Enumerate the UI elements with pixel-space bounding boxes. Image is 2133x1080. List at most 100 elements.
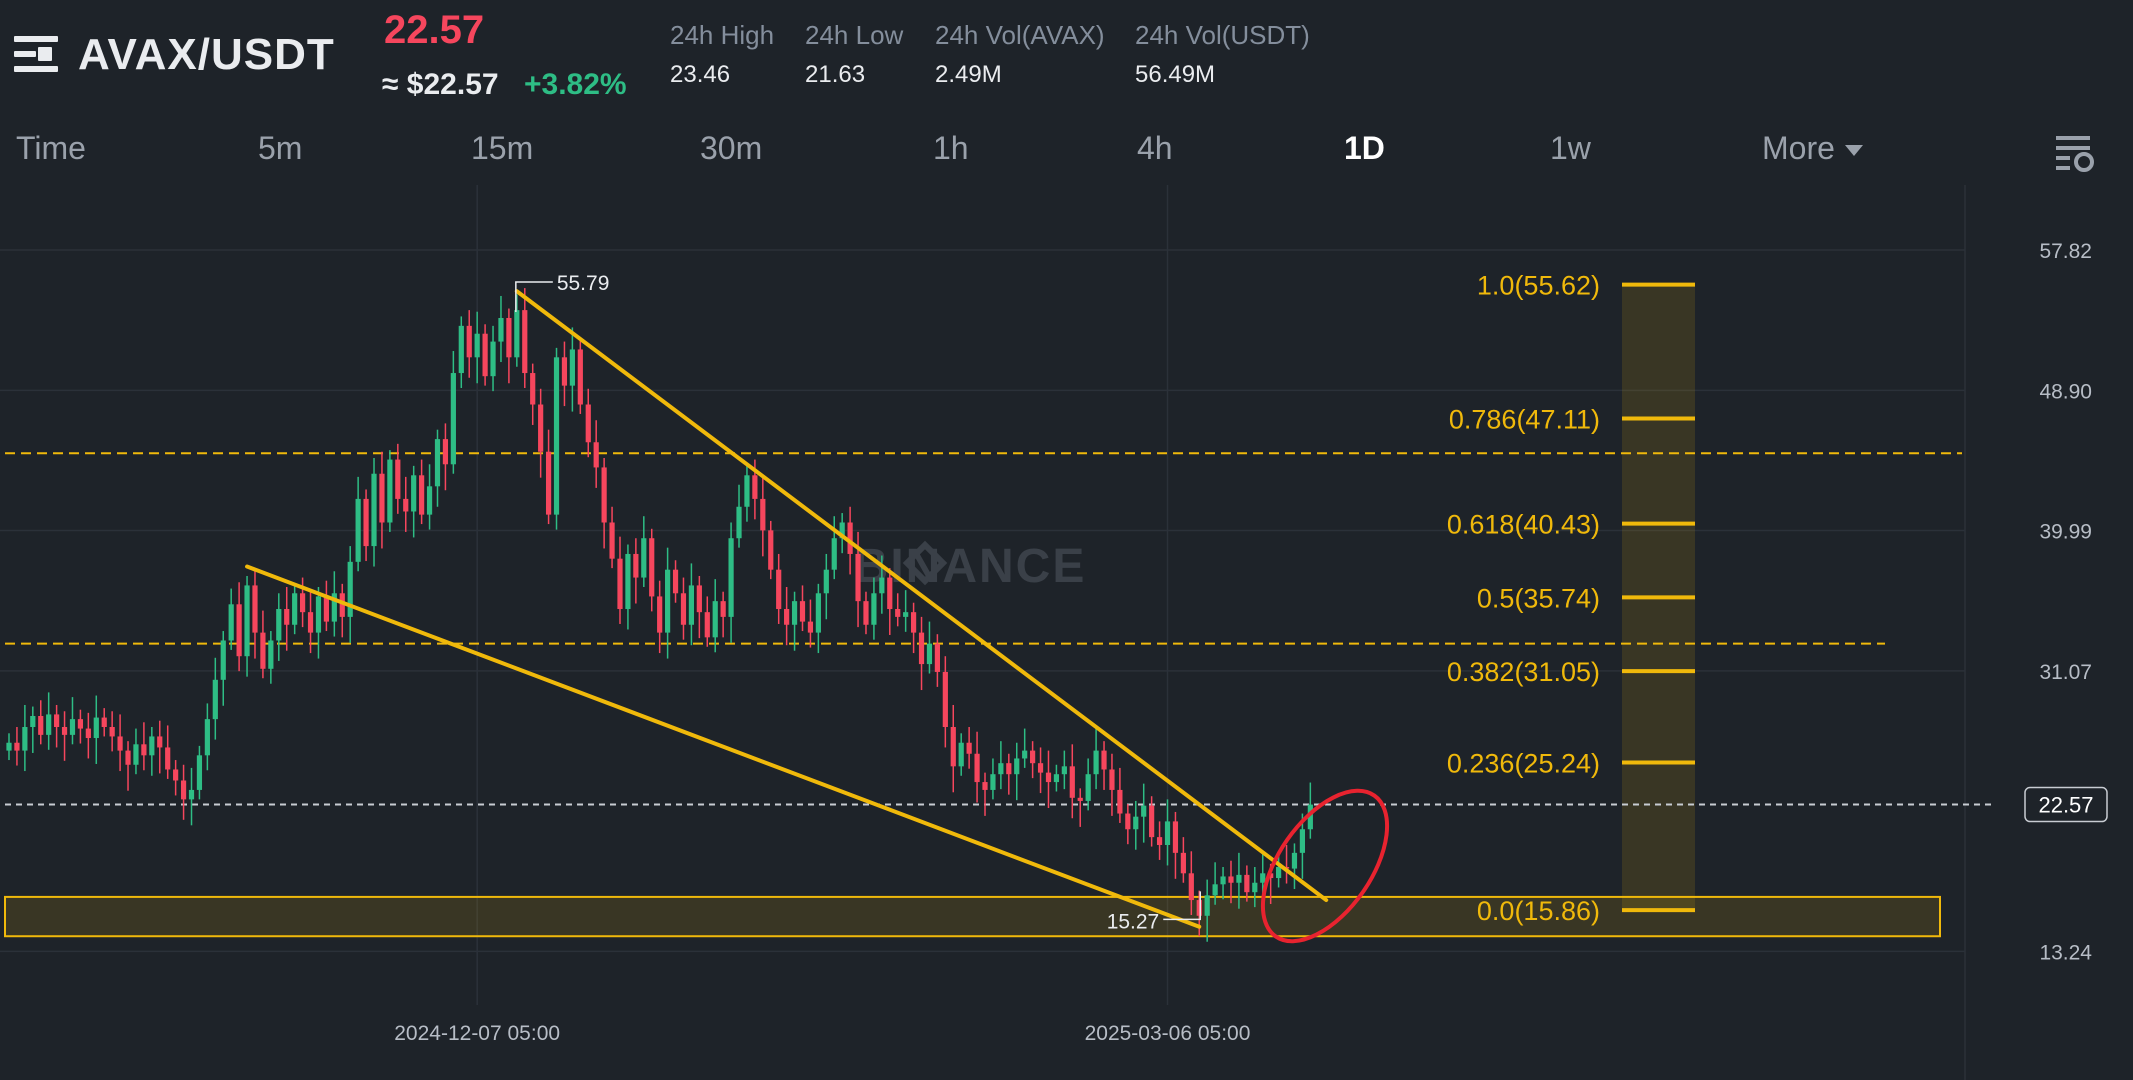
candle-down (419, 475, 425, 515)
last-price: 22.57 (384, 8, 485, 52)
candle-up (276, 609, 282, 641)
interval-tabs: Time 5m 15m 30m 1h 4h 1D 1w More (0, 130, 2133, 180)
tab-5m[interactable]: 5m (258, 130, 303, 166)
candle-down (54, 714, 60, 728)
breakout-circle (1260, 788, 1390, 944)
candle-up (1252, 882, 1258, 893)
menu-icon[interactable] (14, 36, 58, 72)
wedge-trendline (514, 289, 1329, 903)
candle-up (744, 475, 750, 507)
candle-up (371, 473, 377, 547)
candle-down (506, 317, 512, 358)
candle-down (680, 593, 687, 625)
candle-up (69, 719, 76, 735)
candle-up (196, 755, 203, 790)
candle-down (649, 538, 655, 597)
stat-value: 2.49M (935, 61, 1002, 88)
fib-level-label: 0.5(35.74) (1477, 583, 1600, 613)
tab-more[interactable]: More (1762, 130, 1863, 167)
candle-up (553, 357, 560, 515)
candle-up (292, 593, 298, 625)
candle-up (268, 640, 274, 669)
candle-down (363, 498, 369, 547)
candle-down (752, 475, 758, 499)
y-axis-label: 31.07 (2039, 661, 2092, 684)
header: AVAX/USDT 22.57 ≈ $22.57 +3.82% 24h High… (0, 0, 2133, 130)
candle-up (665, 569, 671, 633)
candle-up (688, 585, 695, 625)
swing-low-marker (1163, 891, 1201, 921)
candle-up (879, 577, 885, 594)
candle-up (1260, 873, 1266, 883)
candle-down (950, 727, 956, 767)
candle-up (244, 585, 250, 657)
tab-time[interactable]: Time (16, 130, 86, 166)
candle-up (514, 310, 520, 358)
candle-down (863, 601, 869, 625)
stat-value: 23.46 (670, 61, 731, 88)
candle-down (522, 310, 528, 374)
tab-15m[interactable]: 15m (471, 130, 534, 166)
candle-up (1053, 774, 1060, 783)
candle-down (657, 596, 663, 633)
candle-up (411, 475, 417, 512)
candle-down (260, 632, 266, 669)
stat-24h-low: 24h Low 21.63 (805, 20, 903, 89)
candle-up (871, 593, 877, 625)
tab-4h[interactable]: 4h (1137, 130, 1173, 166)
y-axis-label: 39.99 (2039, 521, 2092, 544)
candle-down (784, 609, 790, 625)
candle-down (545, 451, 552, 515)
candle-down (1244, 874, 1250, 893)
annotations: 55.79 15.27 (515, 272, 1390, 944)
candle-down (141, 744, 147, 756)
candle-down (1069, 766, 1075, 798)
candle-down (1172, 821, 1179, 853)
stat-label: 24h Vol(USDT) (1135, 20, 1310, 50)
candle-up (149, 736, 155, 756)
candle-up (728, 538, 734, 617)
stat-value: 21.63 (805, 61, 866, 88)
candle-up (1093, 750, 1099, 775)
candle-up (990, 774, 996, 790)
candle-down (85, 728, 91, 739)
candle-down (672, 569, 679, 594)
candle-down (14, 742, 20, 751)
candle-down (1109, 769, 1115, 790)
candle-down (307, 612, 314, 633)
candle-down (323, 596, 329, 622)
candle-up (315, 596, 322, 633)
axis-labels: 57.82 48.90 39.99 31.07 13.24 22.57 2024-12-07… (394, 240, 2108, 1045)
fib-level-label: 0.0(15.86) (1477, 896, 1600, 926)
candle-up (1014, 758, 1020, 775)
candle-down (807, 621, 814, 633)
candle-up (1022, 750, 1028, 759)
tab-30m[interactable]: 30m (700, 130, 763, 166)
candle-down (101, 717, 107, 728)
candles (6, 288, 1313, 942)
candle-up (1133, 816, 1139, 830)
swing-high-marker (515, 281, 553, 312)
candle-up (355, 498, 361, 562)
candle-up (212, 679, 218, 720)
fib-level-label: 0.382(31.05) (1447, 657, 1600, 687)
candle-up (387, 459, 393, 523)
candle-up (815, 593, 821, 633)
swing-high-label: 55.79 (557, 272, 610, 295)
tab-1h[interactable]: 1h (933, 130, 969, 166)
stat-label: 24h High (670, 20, 775, 50)
candle-up (839, 522, 845, 539)
candle-down (125, 750, 131, 765)
candle-up (569, 349, 575, 386)
last-price-box (2024, 786, 2108, 823)
tab-1w[interactable]: 1w (1550, 130, 1591, 166)
stat-label: 24h Low (805, 20, 904, 50)
fib-level-label: 0.618(40.43) (1447, 510, 1600, 540)
y-axis-label: 48.90 (2039, 380, 2092, 403)
candle-down (942, 671, 948, 728)
tab-1d[interactable]: 1D (1344, 130, 1385, 166)
chart-settings-icon[interactable] (2056, 136, 2094, 172)
price-chart[interactable]: BINANCE 1.0(55.62)0.786(47.11)0.618(40.4… (0, 185, 2133, 1080)
trading-pair[interactable]: AVAX/USDT (78, 30, 335, 79)
candle-up (204, 719, 210, 756)
